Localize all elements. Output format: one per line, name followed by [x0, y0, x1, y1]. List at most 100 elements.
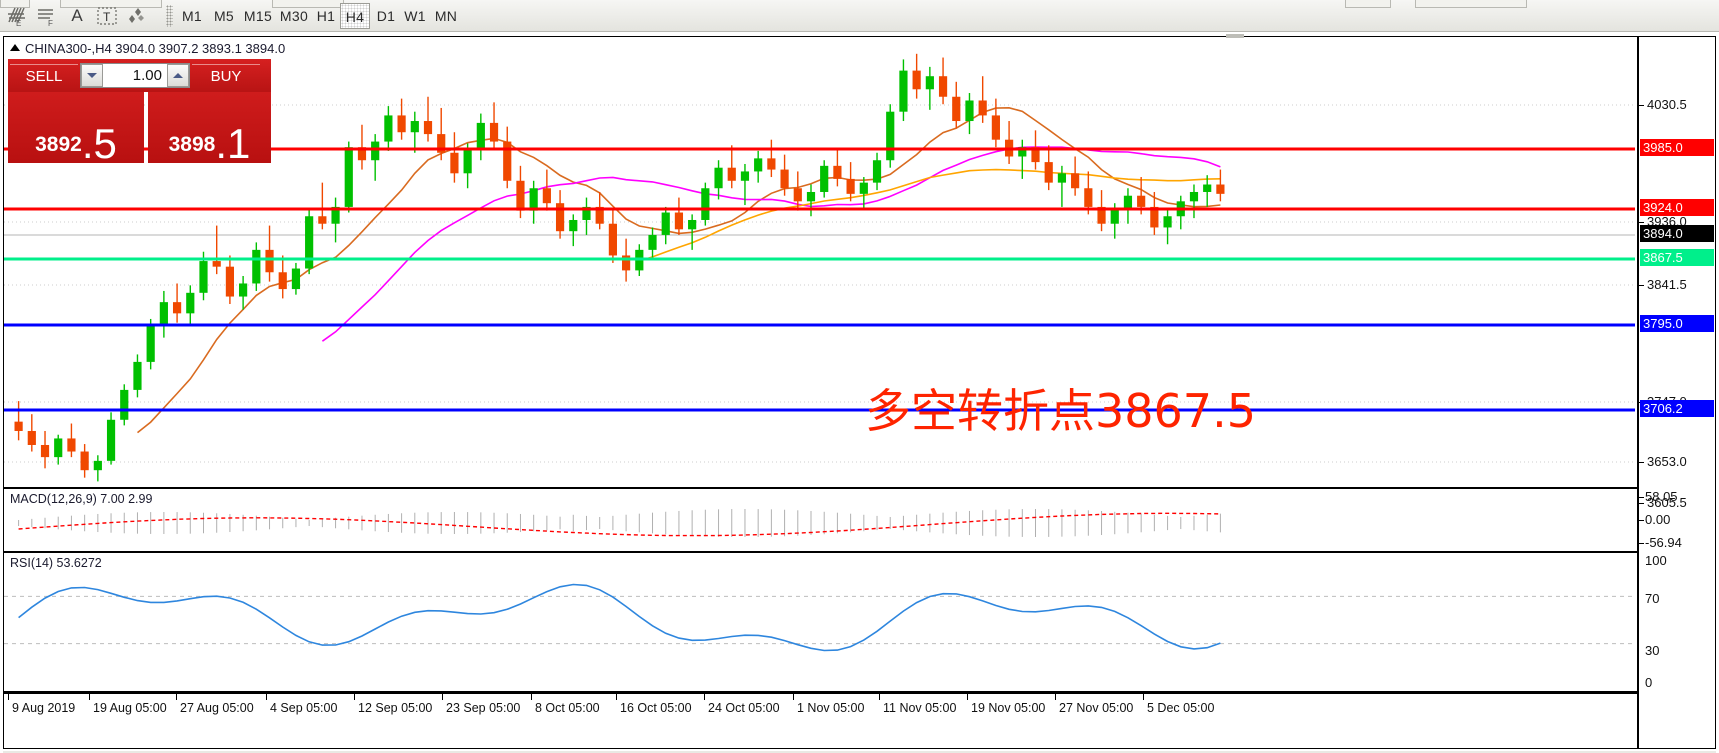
- toolbar-handle-4[interactable]: [1345, 0, 1391, 8]
- price-tick-label-4030.5: 4030.5: [1647, 97, 1687, 112]
- text-box-icon[interactable]: T: [92, 3, 122, 29]
- svg-text:E: E: [16, 19, 21, 27]
- time-tick: [89, 694, 90, 700]
- time-label-8: 24 Oct 05:00: [708, 701, 780, 715]
- price-tick-label-3653.0: 3653.0: [1647, 454, 1687, 469]
- buy-price-integer: 3898: [168, 133, 216, 156]
- toolbar-grip[interactable]: [166, 5, 173, 27]
- chart-collapse-icon[interactable]: [10, 44, 20, 51]
- one-click-trading-panel[interactable]: SELL 1.00 BUY 3892.5 3898.1: [8, 59, 271, 167]
- sell-price-display[interactable]: 3892.5: [8, 92, 144, 167]
- resistance-tag-3985[interactable]: 3985.0: [1640, 139, 1714, 156]
- time-axis[interactable]: 9 Aug 2019 19 Aug 05:00 27 Aug 05:00 4 Sep …: [4, 693, 1637, 748]
- support-tag-3706[interactable]: 3706.2: [1640, 400, 1714, 417]
- time-label-13: 5 Dec 05:00: [1147, 701, 1215, 715]
- price-tick: [1639, 503, 1644, 504]
- time-tick: [354, 694, 355, 700]
- tf-M5[interactable]: M5: [213, 8, 235, 24]
- macd-scale-58.05: 58.05: [1645, 489, 1678, 504]
- symbol-ohlc-line: CHINA300-,H4 3904.0 3907.2 3893.1 3894.0: [10, 41, 285, 56]
- chevron-up-icon: [173, 73, 183, 78]
- time-label-7: 16 Oct 05:00: [620, 701, 692, 715]
- oct-header-row: SELL 1.00 BUY: [8, 59, 271, 92]
- tf-M15[interactable]: M15: [243, 8, 273, 24]
- time-label-12: 27 Nov 05:00: [1059, 701, 1134, 715]
- macd-tick: [1639, 497, 1644, 498]
- chart-annotation-text[interactable]: 多空转折点3867.5: [865, 384, 1256, 438]
- price-tick: [1639, 105, 1644, 106]
- tf-M1[interactable]: M1: [181, 8, 203, 24]
- toolbar-handle-5[interactable]: [1415, 0, 1527, 8]
- volume-input[interactable]: 1.00: [132, 67, 162, 84]
- macd-tick: [1639, 543, 1644, 544]
- svg-text:T: T: [103, 10, 111, 24]
- macd-tick: [1639, 520, 1644, 521]
- price-tick: [1639, 285, 1644, 286]
- resistance-tag-3924[interactable]: 3924.0: [1640, 199, 1714, 216]
- volume-decrease-button[interactable]: [81, 64, 103, 87]
- sell-price-fraction: .5: [81, 120, 117, 167]
- support-tag-3795[interactable]: 3795.0: [1640, 315, 1714, 332]
- main-toolbar: E F A T M1 M5 M15 M30: [0, 0, 1719, 32]
- tf-D1[interactable]: D1: [376, 8, 396, 24]
- price-chart-canvas: [4, 53, 1635, 482]
- svg-text:F: F: [48, 19, 53, 27]
- tf-H4[interactable]: H4: [340, 3, 370, 29]
- macd-label: MACD(12,26,9) 7.00 2.99: [10, 492, 153, 506]
- buy-button[interactable]: BUY: [192, 63, 260, 88]
- time-tick: [442, 694, 443, 700]
- time-label-9: 1 Nov 05:00: [797, 701, 865, 715]
- volume-increase-button[interactable]: [167, 64, 189, 87]
- chart-window[interactable]: CHINA300-,H4 3904.0 3907.2 3893.1 3894.0…: [3, 34, 1716, 749]
- time-label-3: 4 Sep 05:00: [270, 701, 338, 715]
- price-tick: [1639, 222, 1644, 223]
- macd-pane[interactable]: MACD(12,26,9) 7.00 2.99: [4, 489, 1637, 553]
- rsi-pane[interactable]: RSI(14) 53.6272: [4, 553, 1637, 693]
- macd-canvas: [18, 509, 1221, 537]
- time-tick: [1055, 694, 1056, 700]
- toolbar-handle-1[interactable]: [0, 0, 30, 8]
- indicator-list-icon[interactable]: F: [32, 3, 62, 29]
- time-tick: [531, 694, 532, 700]
- price-tick-label-3841.5: 3841.5: [1647, 277, 1687, 292]
- time-label-1: 19 Aug 05:00: [93, 701, 167, 715]
- tf-H1[interactable]: H1: [316, 8, 336, 24]
- chart-scroll-tab[interactable]: [1226, 34, 1244, 38]
- time-tick: [1143, 694, 1144, 700]
- price-scale[interactable]: 4030.53936.03841.53747.03653.03605.53985…: [1637, 37, 1715, 748]
- time-tick: [8, 694, 9, 700]
- time-label-5: 23 Sep 05:00: [446, 701, 521, 715]
- objects-icon[interactable]: [122, 3, 152, 29]
- buy-price-fraction: .1: [215, 120, 251, 167]
- macd-scale-0.00: 0.00: [1645, 512, 1671, 527]
- time-label-0: 9 Aug 2019: [12, 701, 76, 715]
- last-price-tag[interactable]: 3894.0: [1640, 225, 1714, 242]
- time-tick: [879, 694, 880, 700]
- time-tick: [616, 694, 617, 700]
- sell-price-integer: 3892: [35, 133, 82, 156]
- time-label-2: 27 Aug 05:00: [180, 701, 254, 715]
- tf-W1[interactable]: W1: [404, 8, 426, 24]
- time-tick: [704, 694, 705, 700]
- tf-M30[interactable]: M30: [279, 8, 309, 24]
- chevron-down-icon: [87, 73, 97, 78]
- sell-button[interactable]: SELL: [10, 63, 78, 88]
- pivot-tag-3867[interactable]: 3867.5: [1640, 249, 1714, 266]
- time-tick: [793, 694, 794, 700]
- volume-input-group[interactable]: 1.00: [80, 63, 190, 88]
- time-label-6: 8 Oct 05:00: [535, 701, 600, 715]
- rsi-scale-70: 70: [1645, 591, 1660, 606]
- rsi-label: RSI(14) 53.6272: [10, 556, 102, 570]
- tf-MN[interactable]: MN: [434, 8, 458, 24]
- expert-advisor-icon[interactable]: E: [2, 3, 32, 29]
- price-pane[interactable]: CHINA300-,H4 3904.0 3907.2 3893.1 3894.0: [4, 37, 1637, 489]
- rsi-scale-100: 100: [1645, 553, 1667, 568]
- text-label-icon[interactable]: A: [71, 6, 83, 25]
- macd-scale--56.94: -56.94: [1645, 535, 1682, 550]
- rsi-scale-30: 30: [1645, 643, 1660, 658]
- horizontal-scrollbar[interactable]: [3, 751, 1716, 753]
- buy-price-display[interactable]: 3898.1: [148, 92, 271, 167]
- time-tick: [266, 694, 267, 700]
- time-label-11: 19 Nov 05:00: [971, 701, 1046, 715]
- objects-dropdown-icon[interactable]: [145, 3, 161, 29]
